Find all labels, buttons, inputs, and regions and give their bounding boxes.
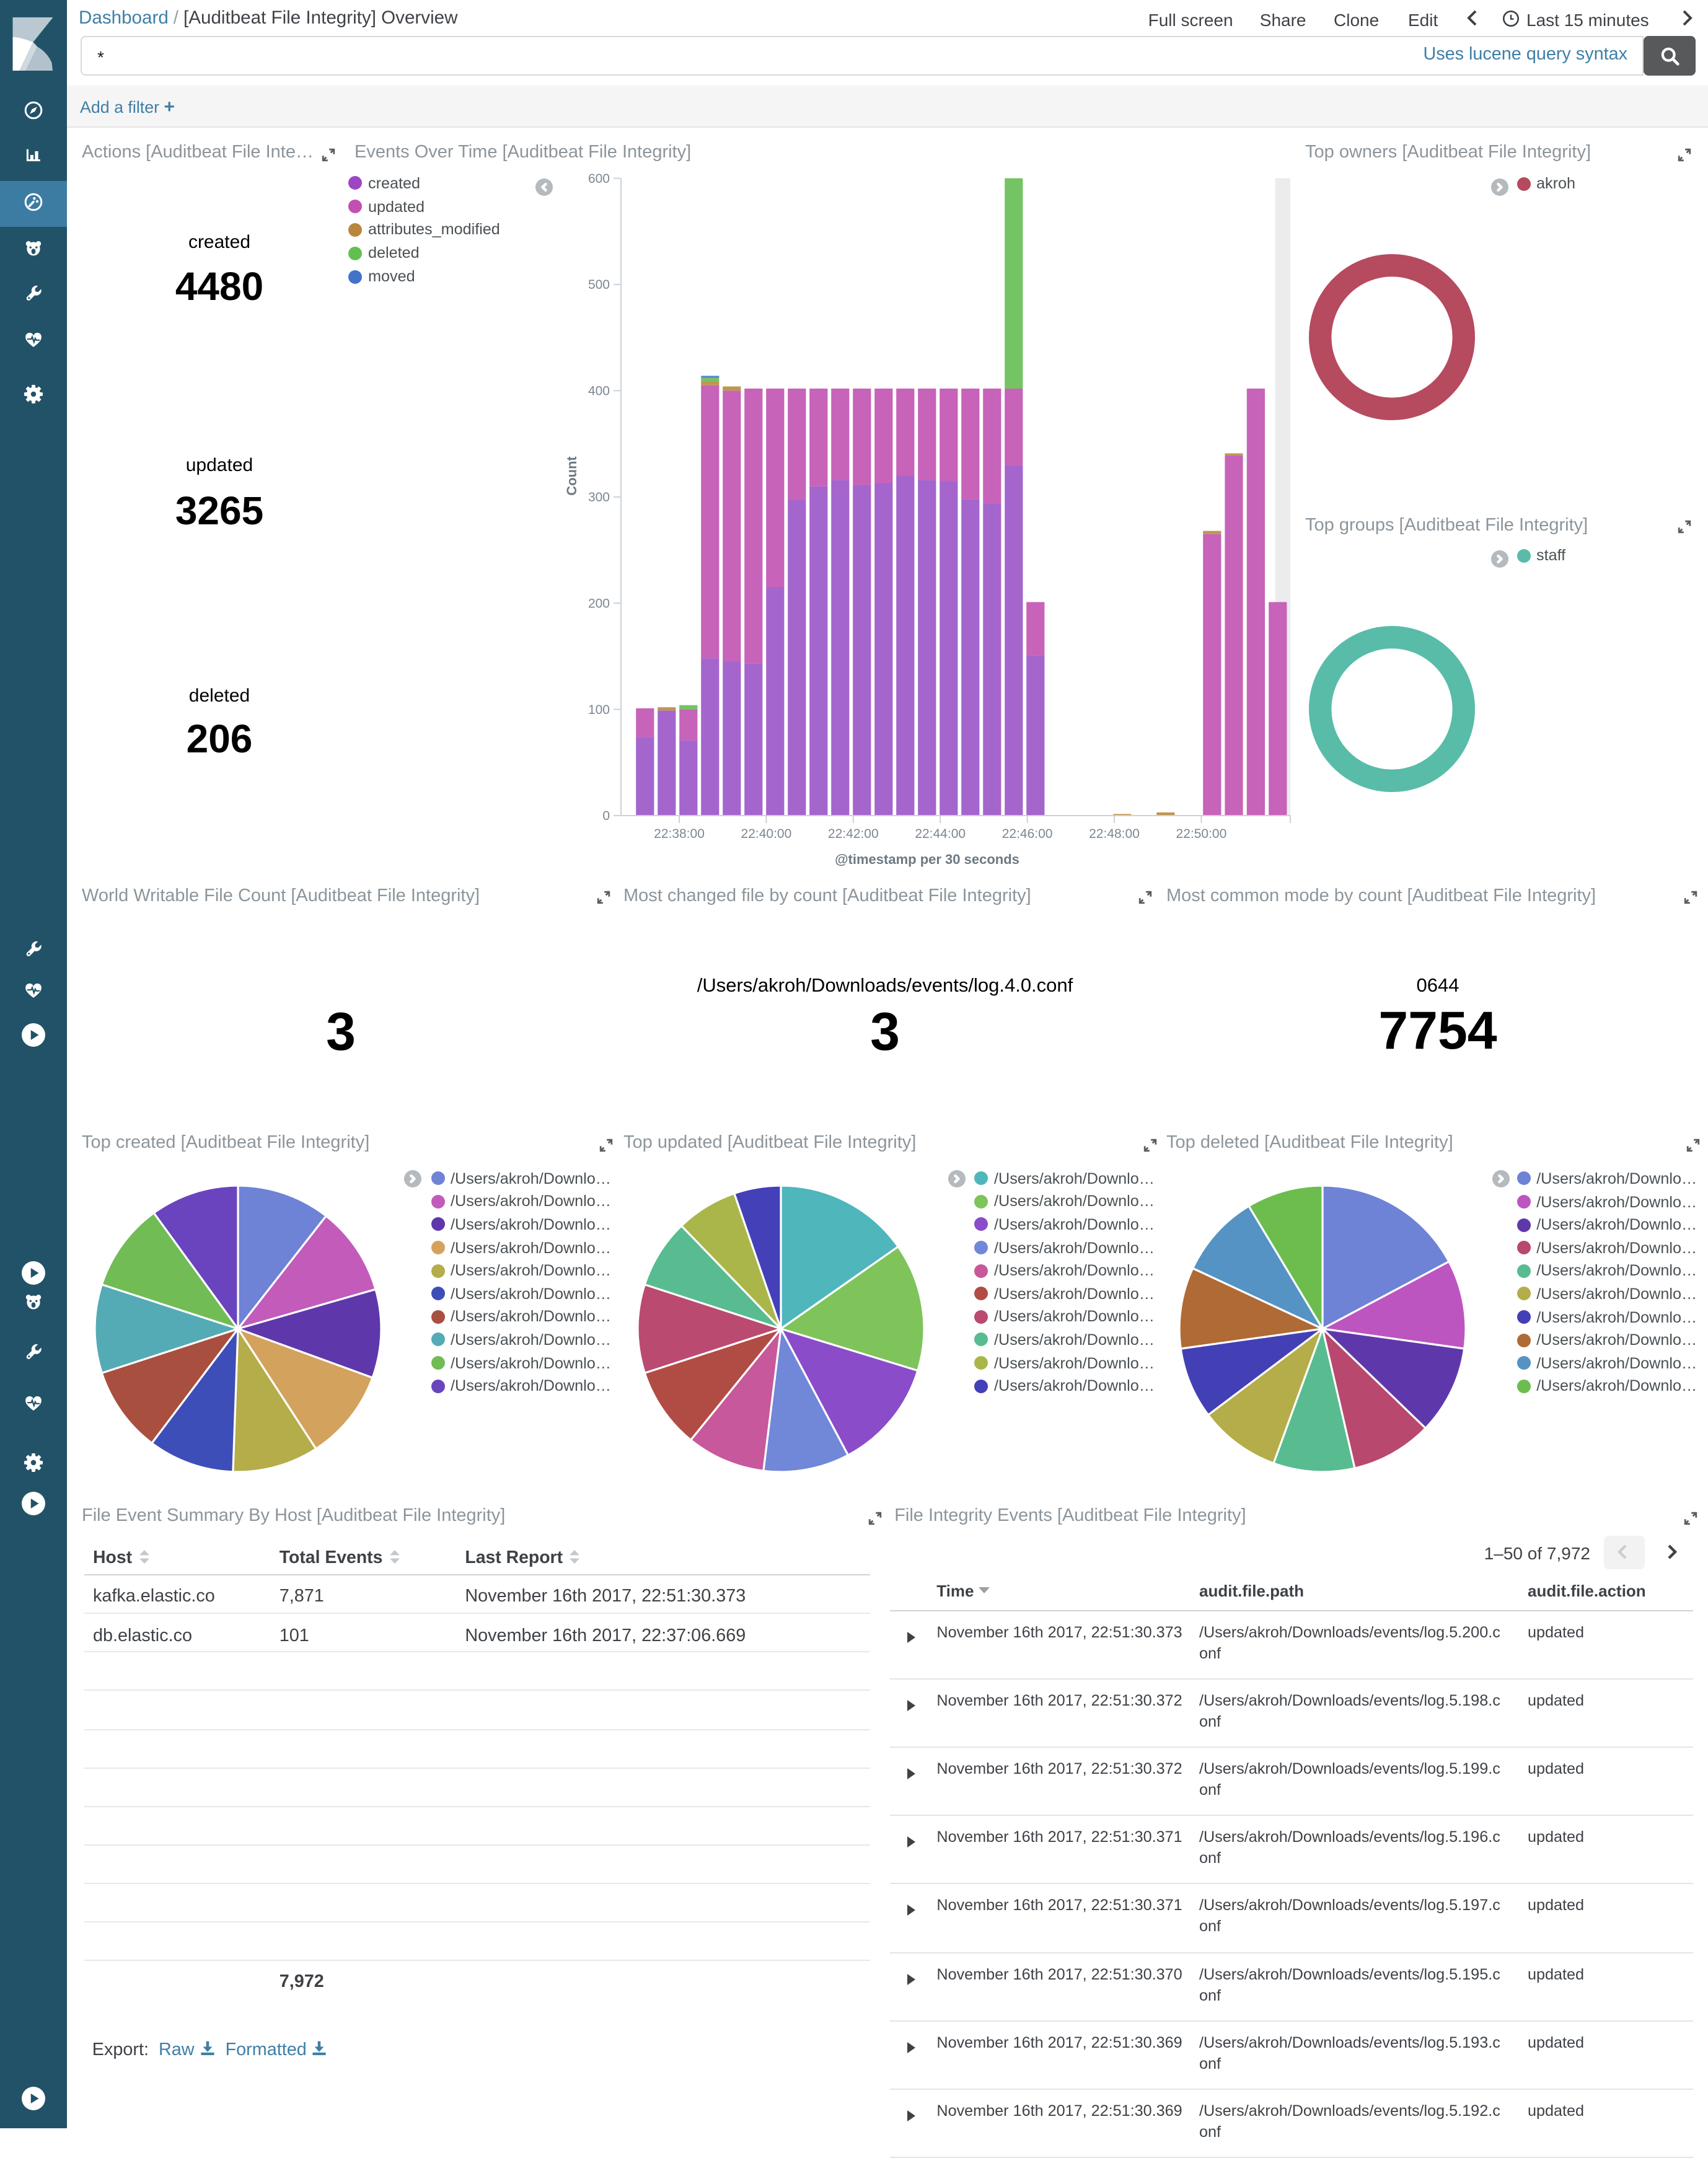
svg-text:@timestamp per 30 seconds: @timestamp per 30 seconds (835, 852, 1019, 867)
svg-text:Count: Count (564, 456, 579, 496)
svg-text:22:50:00: 22:50:00 (1176, 827, 1227, 841)
svg-text:22:38:00: 22:38:00 (654, 827, 705, 841)
svg-text:300: 300 (588, 490, 610, 504)
svg-text:0: 0 (602, 809, 610, 823)
svg-text:22:42:00: 22:42:00 (828, 827, 879, 841)
svg-text:400: 400 (588, 384, 610, 399)
svg-text:600: 600 (588, 172, 610, 186)
svg-text:22:44:00: 22:44:00 (915, 827, 966, 841)
svg-text:500: 500 (588, 278, 610, 292)
svg-text:22:46:00: 22:46:00 (1002, 827, 1053, 841)
svg-text:100: 100 (588, 703, 610, 717)
svg-text:22:48:00: 22:48:00 (1089, 827, 1140, 841)
svg-text:22:40:00: 22:40:00 (741, 827, 792, 841)
svg-text:200: 200 (588, 596, 610, 610)
